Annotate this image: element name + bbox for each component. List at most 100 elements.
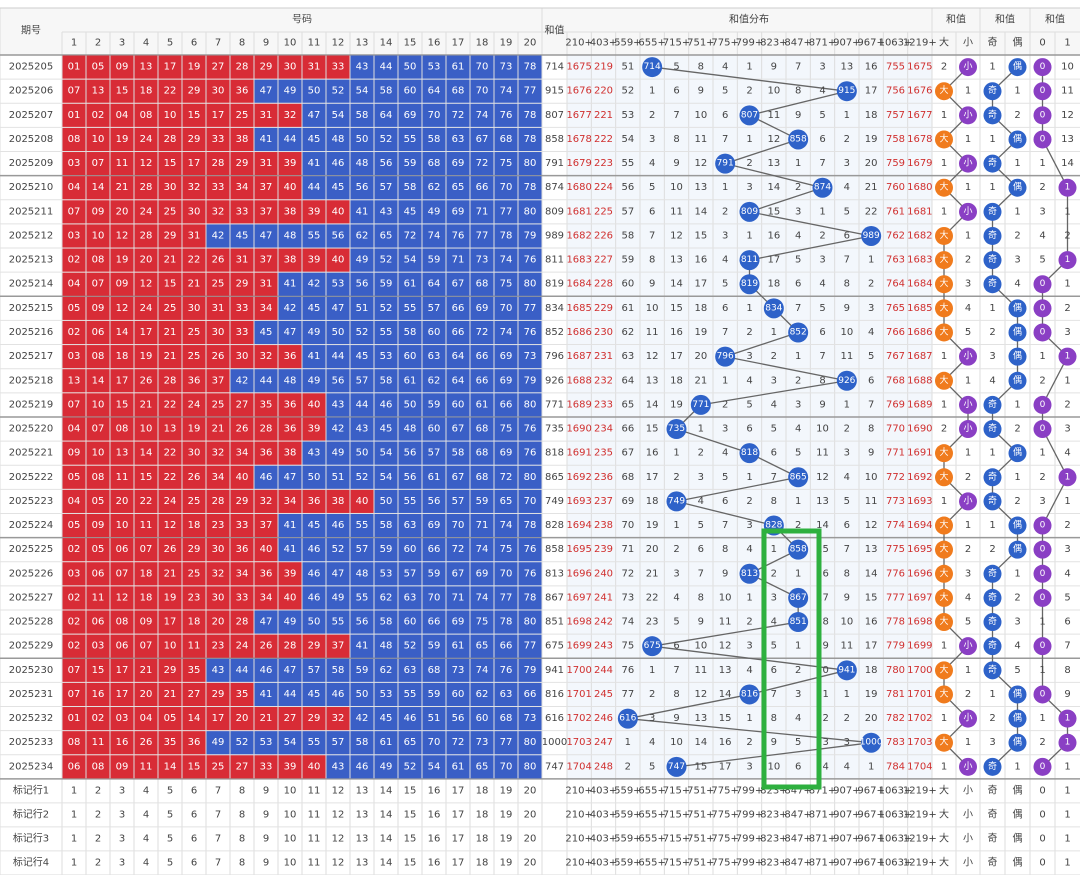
number-cell <box>326 441 350 465</box>
number-cell <box>302 610 326 634</box>
number-cell <box>230 345 254 369</box>
number: 26 <box>188 472 201 483</box>
number-cell <box>278 634 302 658</box>
number-cell <box>470 296 494 320</box>
number-cell <box>230 634 254 658</box>
number: 41 <box>356 641 369 652</box>
number: 40 <box>308 399 321 410</box>
number-cell <box>206 634 230 658</box>
number-cell <box>86 513 110 538</box>
number-cell <box>302 489 326 513</box>
dist-miss: 1675 <box>907 62 932 73</box>
hit-marker <box>1008 299 1027 318</box>
number-cell <box>302 296 326 320</box>
period: 2025224 <box>9 520 54 531</box>
hit-marker <box>1058 178 1077 197</box>
dist-miss: 20 <box>816 665 829 676</box>
period: 2025222 <box>9 472 54 483</box>
number-cell <box>518 610 542 634</box>
dist-miss: 10 <box>767 86 780 97</box>
number-cell <box>110 369 134 393</box>
hit-marker <box>1008 540 1027 559</box>
number-cell <box>110 489 134 513</box>
number: 21 <box>164 689 177 700</box>
dist-miss: 2 <box>698 448 704 459</box>
number: 25 <box>236 110 249 121</box>
number: 33 <box>332 62 345 73</box>
dist-miss: 777 <box>886 592 905 603</box>
footer-cell: 847+ <box>784 785 811 796</box>
number: 43 <box>212 665 225 676</box>
hit-marker <box>935 251 953 270</box>
dist-miss: 15 <box>670 303 683 314</box>
dist-miss: 7 <box>795 62 801 73</box>
dist-miss: 1680 <box>907 182 932 193</box>
number-cell <box>302 248 326 272</box>
dist-miss: 227 <box>594 255 613 266</box>
number: 17 <box>116 375 129 386</box>
number: 33 <box>236 303 249 314</box>
number-col-header: 2 <box>95 38 101 49</box>
number-cell <box>230 272 254 296</box>
number-col-header: 7 <box>215 38 221 49</box>
period: 2025218 <box>9 375 54 386</box>
size-miss: 2 <box>941 424 947 435</box>
number-cell <box>350 345 374 369</box>
size-miss: 1 <box>941 158 947 169</box>
number-cell <box>446 369 470 393</box>
number-cell <box>206 103 230 127</box>
number: 01 <box>68 713 81 724</box>
number: 30 <box>284 62 297 73</box>
parity-miss: 1 <box>989 303 995 314</box>
footer-cell: 19 <box>500 785 513 796</box>
dist-miss: 7 <box>673 665 679 676</box>
size-hit: 大 <box>939 663 948 675</box>
number-cell <box>158 417 182 441</box>
mod-hit: 0 <box>1040 110 1046 120</box>
number: 75 <box>500 279 513 290</box>
number-cell <box>518 489 542 513</box>
number-cell <box>398 272 422 296</box>
number-cell <box>350 658 374 682</box>
number: 46 <box>308 592 321 603</box>
dist-miss: 67 <box>621 448 634 459</box>
mod-hit: 1 <box>1065 714 1071 724</box>
number: 69 <box>476 303 489 314</box>
dist-miss: 9 <box>698 86 704 97</box>
number-cell <box>278 441 302 465</box>
dist-miss: 1677 <box>566 110 591 121</box>
number-cell <box>158 393 182 417</box>
number-cell <box>470 610 494 634</box>
number: 68 <box>500 713 513 724</box>
number-cell <box>62 489 86 513</box>
number: 29 <box>188 544 201 555</box>
dist-miss: 18 <box>670 375 683 386</box>
number: 56 <box>428 496 441 507</box>
number-cell <box>206 465 230 489</box>
number: 41 <box>260 689 273 700</box>
number-cell <box>302 513 326 538</box>
dist-col-header: 751+ <box>687 38 714 49</box>
number-cell <box>518 634 542 658</box>
number: 41 <box>356 206 369 217</box>
footer-cell: 15 <box>404 809 417 820</box>
number-cell <box>350 731 374 755</box>
number: 69 <box>452 158 465 169</box>
number-cell <box>398 224 422 248</box>
footer-cell: 751+ <box>687 785 714 796</box>
dist-miss: 6 <box>795 761 801 772</box>
number: 18 <box>188 520 201 531</box>
dist-miss: 7 <box>819 158 825 169</box>
number-col-header: 16 <box>428 38 441 49</box>
dist-miss: 12 <box>767 134 780 145</box>
dist-miss: 11 <box>694 665 707 676</box>
number-cell <box>518 538 542 562</box>
number-cell <box>494 489 518 513</box>
number: 13 <box>116 448 129 459</box>
number-cell <box>422 465 446 489</box>
footer-cell: 871+ <box>809 833 836 844</box>
number-cell <box>134 586 158 610</box>
number-cell <box>206 393 230 417</box>
number-cell <box>374 103 398 127</box>
number-cell <box>86 755 110 779</box>
